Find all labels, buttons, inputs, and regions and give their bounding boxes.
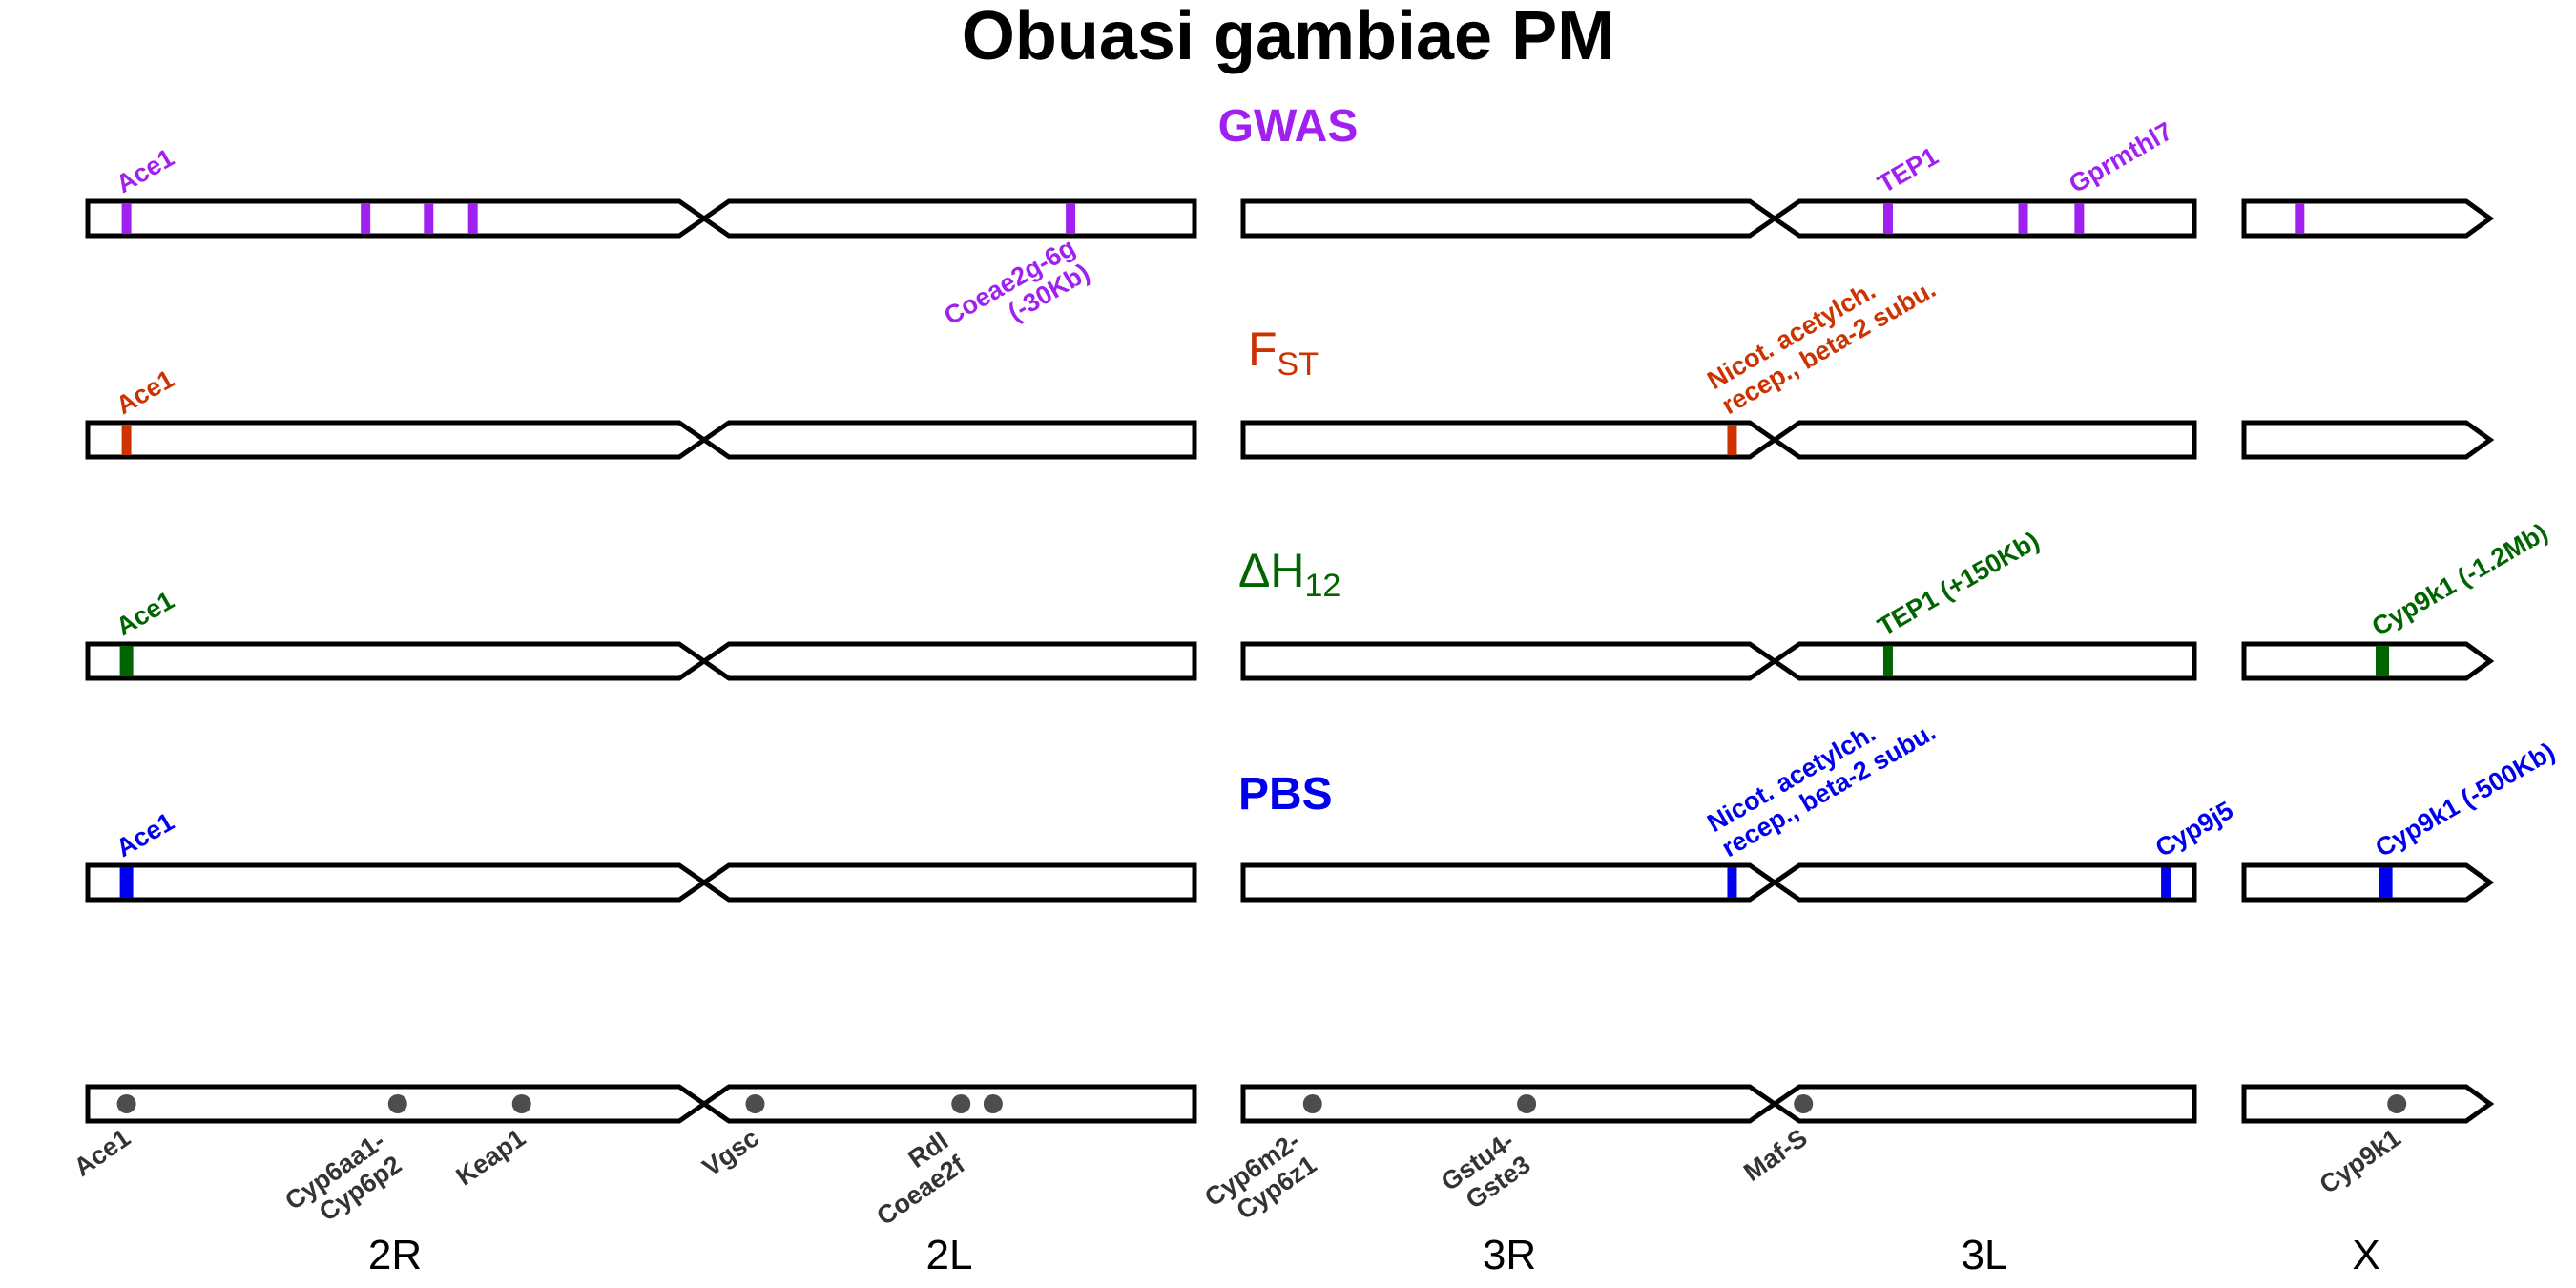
- gene-label-line: Ace1: [112, 807, 179, 862]
- peak-marker: [119, 867, 134, 898]
- gene-dot: [511, 1094, 531, 1113]
- chromosome-bar-2: [85, 641, 1197, 681]
- chromosome-bar-3: [1240, 862, 2197, 903]
- peak-marker: [119, 646, 134, 676]
- chromosome-rows: GWAS Ace1 Coeae2g-6g(-30Kb) TEP1 Gprmthl7 FST…: [69, 101, 2560, 1232]
- track-label-h12: ΔH12: [1238, 544, 1340, 604]
- peak-marker: [121, 425, 132, 455]
- chromosome-bar-X: [2241, 862, 2495, 903]
- track-gwas: GWAS Ace1 Coeae2g-6g(-30Kb) TEP1 Gprmthl7: [85, 101, 2495, 331]
- chromosome-bar-3: [1240, 1084, 2197, 1124]
- gene-label-line: TEP1: [1873, 141, 1942, 198]
- peak-label: Nicot. acetylch.recep., beta-2 subu.: [1702, 274, 1941, 420]
- peak-marker: [2074, 203, 2085, 234]
- track-label-gwas: GWAS: [1218, 101, 1359, 152]
- chromosome-bar-X: [2241, 1084, 2495, 1124]
- gene-dot: [983, 1094, 1003, 1113]
- reference-gene-label: Ace1: [69, 1123, 135, 1182]
- chromosome-bar-2: [85, 862, 1197, 903]
- gene-label-line: Ace1: [69, 1123, 135, 1182]
- peak-label: TEP1: [1873, 141, 1942, 198]
- reference-gene-label: Keap1: [451, 1123, 531, 1191]
- peak-marker: [121, 203, 132, 234]
- track-label-fst: FST: [1248, 322, 1319, 383]
- gene-dot: [1517, 1094, 1537, 1113]
- gene-label-line: Ace1: [112, 143, 179, 198]
- reference-gene-label: Gstu4-Gste3: [1436, 1127, 1536, 1215]
- reference-gene-label: Cyp6m2-Cyp6z1: [1199, 1127, 1321, 1226]
- gene-label-line: TEP1 (+150Kb): [1873, 526, 2044, 641]
- peak-marker: [1727, 425, 1737, 455]
- peak-label: Ace1: [112, 143, 179, 198]
- chromosome-bar-X: [2241, 420, 2495, 460]
- arm-label-2l: 2L: [926, 1232, 973, 1278]
- peak-label: Coeae2g-6g(-30Kb): [939, 233, 1094, 331]
- peak-marker: [1066, 203, 1076, 234]
- gene-dot: [1794, 1094, 1814, 1113]
- peak-marker: [424, 203, 434, 234]
- gene-dot: [951, 1094, 971, 1113]
- gene-dot: [1302, 1094, 1322, 1113]
- peak-label: Cyp9k1 (-1.2Mb): [2367, 518, 2552, 642]
- gene-dot: [745, 1094, 765, 1113]
- gene-dot: [387, 1094, 407, 1113]
- peak-label: Cyp9j5: [2150, 796, 2238, 862]
- peak-marker: [1727, 867, 1737, 898]
- gene-label-line: Gprmthl7: [2064, 116, 2177, 198]
- reference-gene-label: Vgsc: [697, 1123, 764, 1182]
- peak-marker: [2375, 646, 2389, 676]
- reference-gene-label: Maf-S: [1738, 1123, 1812, 1187]
- track-h12: ΔH12 Ace1 TEP1 (+150Kb) Cyp9k1 (-1.2Mb): [85, 518, 2552, 681]
- track-fst: FST Ace1 Nicot. acetylch.recep., beta-2 su…: [85, 274, 2495, 460]
- peak-label: Ace1: [112, 807, 179, 862]
- gene-dot: [116, 1094, 136, 1113]
- track-label-pbs: PBS: [1238, 769, 1333, 820]
- arm-label-x: X: [2352, 1232, 2379, 1278]
- arm-label-3l: 3L: [1962, 1232, 2008, 1278]
- reference-gene-label: Cyp6aa1-Cyp6p2: [280, 1127, 406, 1227]
- gene-dot: [2387, 1094, 2407, 1113]
- chromosome-bar-X: [2241, 641, 2495, 681]
- peak-marker: [1882, 646, 1893, 676]
- peak-label: Gprmthl7: [2064, 116, 2177, 198]
- peak-marker: [2161, 867, 2171, 898]
- gene-label-line: Vgsc: [697, 1123, 764, 1182]
- gene-label-line: Keap1: [451, 1123, 531, 1191]
- peak-marker: [1882, 203, 1893, 234]
- gene-label-line: Cyp9k1 (-500Kb): [2371, 737, 2560, 862]
- track-pbs: PBS Ace1 Nicot. acetylch.recep., beta-2 su…: [85, 717, 2560, 903]
- chromosome-bar-X: [2241, 198, 2495, 239]
- peak-label: Ace1: [112, 364, 179, 420]
- chromosome-arm-labels: 2R 2L 3R 3L X: [368, 1232, 2380, 1278]
- gene-label-line: Ace1: [112, 586, 179, 641]
- gene-label-line: Ace1: [112, 364, 179, 420]
- gene-label-line: Cyp9k1: [2315, 1123, 2406, 1199]
- peak-marker: [2379, 867, 2393, 898]
- gene-label-line: Cyp9k1 (-1.2Mb): [2367, 518, 2552, 642]
- peak-label: TEP1 (+150Kb): [1873, 526, 2044, 641]
- arm-label-2r: 2R: [368, 1232, 422, 1278]
- peak-label: Ace1: [112, 586, 179, 641]
- arm-label-3r: 3R: [1483, 1232, 1536, 1278]
- reference-gene-label: Cyp9k1: [2315, 1123, 2406, 1199]
- peak-marker: [2295, 203, 2305, 234]
- gene-label-line: Maf-S: [1738, 1123, 1812, 1187]
- peak-marker: [361, 203, 371, 234]
- chromosome-bar-3: [1240, 641, 2197, 681]
- peak-marker: [2018, 203, 2028, 234]
- peak-label: Cyp9k1 (-500Kb): [2371, 737, 2560, 862]
- chromosome-bar-2: [85, 1084, 1197, 1124]
- diagram-title: Obuasi gambiae PM: [962, 0, 1614, 74]
- chromosome-bar-2: [85, 420, 1197, 460]
- peak-label: Nicot. acetylch.recep., beta-2 subu.: [1702, 717, 1941, 862]
- chromosome-bar-2: [85, 198, 1197, 239]
- chromosome-bar-3: [1240, 198, 2197, 239]
- chromosome-bar-3: [1240, 420, 2197, 460]
- gene-label-line: Cyp9j5: [2150, 796, 2238, 862]
- peak-marker: [467, 203, 478, 234]
